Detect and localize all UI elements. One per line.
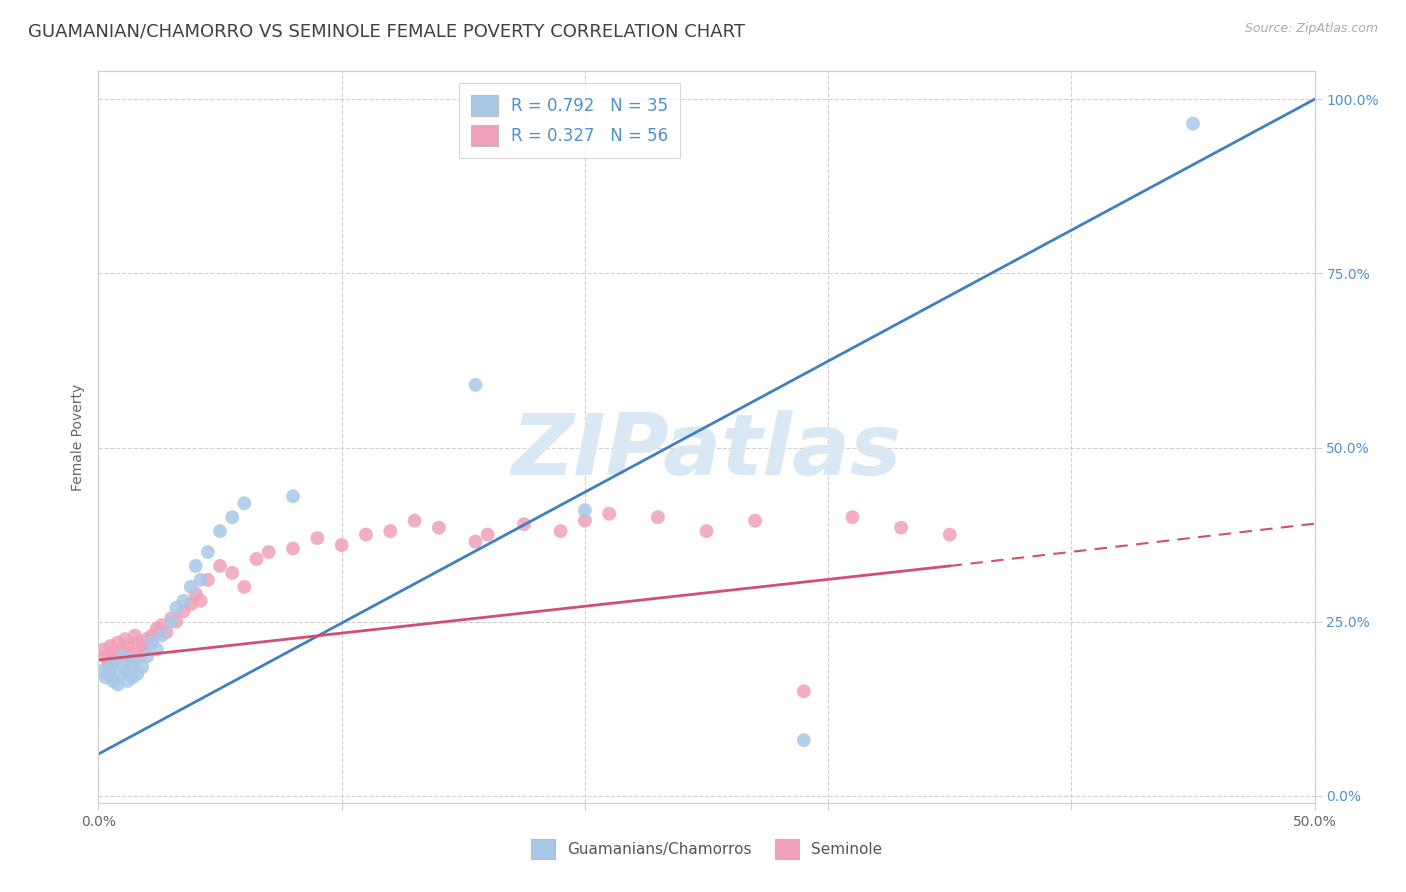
Point xyxy=(233,580,256,594)
Point xyxy=(380,524,402,538)
Point xyxy=(136,632,159,646)
Point xyxy=(118,646,141,660)
Point xyxy=(477,527,499,541)
Point xyxy=(173,594,195,608)
Point xyxy=(104,657,127,671)
Point xyxy=(165,600,187,615)
Point xyxy=(97,667,120,681)
Point xyxy=(180,580,202,594)
Point xyxy=(114,664,136,678)
Point xyxy=(150,618,173,632)
Point xyxy=(141,629,163,643)
Point xyxy=(97,657,120,671)
Point xyxy=(939,527,962,541)
Point xyxy=(114,632,136,646)
Point xyxy=(184,587,207,601)
Point xyxy=(111,649,134,664)
Point xyxy=(307,531,329,545)
Point xyxy=(404,514,426,528)
Point xyxy=(94,670,117,684)
Point xyxy=(107,635,129,649)
Point xyxy=(155,625,177,640)
Point xyxy=(793,733,815,747)
Point xyxy=(330,538,353,552)
Text: Source: ZipAtlas.com: Source: ZipAtlas.com xyxy=(1244,22,1378,36)
Point xyxy=(647,510,669,524)
Point xyxy=(209,558,232,573)
Point xyxy=(111,649,134,664)
Point xyxy=(160,615,183,629)
Point xyxy=(150,629,173,643)
Point xyxy=(141,635,163,649)
Point xyxy=(117,639,139,653)
Point xyxy=(128,649,150,664)
Point xyxy=(1182,117,1205,131)
Point xyxy=(245,552,267,566)
Point xyxy=(209,524,232,538)
Point xyxy=(100,660,122,674)
Point xyxy=(221,510,243,524)
Point xyxy=(574,503,596,517)
Point xyxy=(190,573,212,587)
Point xyxy=(148,625,170,640)
Point xyxy=(146,642,169,657)
Point xyxy=(257,545,280,559)
Text: GUAMANIAN/CHAMORRO VS SEMINOLE FEMALE POVERTY CORRELATION CHART: GUAMANIAN/CHAMORRO VS SEMINOLE FEMALE PO… xyxy=(28,22,745,40)
Point xyxy=(110,667,132,681)
Point xyxy=(427,521,450,535)
Point xyxy=(550,524,572,538)
Point xyxy=(793,684,815,698)
Point xyxy=(121,670,143,684)
Point xyxy=(136,649,159,664)
Point xyxy=(131,639,153,653)
Point xyxy=(91,664,114,678)
Text: ZIPatlas: ZIPatlas xyxy=(512,410,901,493)
Point xyxy=(190,594,212,608)
Point xyxy=(841,510,863,524)
Point xyxy=(744,514,766,528)
Point xyxy=(197,545,219,559)
Legend: Guamanians/Chamorros, Seminole: Guamanians/Chamorros, Seminole xyxy=(524,833,889,864)
Point xyxy=(117,673,139,688)
Point xyxy=(131,660,153,674)
Point xyxy=(160,611,183,625)
Point xyxy=(124,653,146,667)
Point xyxy=(184,558,207,573)
Point xyxy=(574,514,596,528)
Point xyxy=(233,496,256,510)
Point xyxy=(354,527,377,541)
Point xyxy=(197,573,219,587)
Point xyxy=(281,541,304,556)
Point xyxy=(464,377,486,392)
Point xyxy=(127,667,149,681)
Point xyxy=(110,642,132,657)
Point xyxy=(146,622,169,636)
Point xyxy=(124,629,146,643)
Point xyxy=(173,604,195,618)
Point xyxy=(127,635,149,649)
Point xyxy=(101,646,124,660)
Point xyxy=(134,642,156,657)
Point xyxy=(121,653,143,667)
Point xyxy=(100,639,122,653)
Point xyxy=(696,524,718,538)
Point xyxy=(598,507,620,521)
Point xyxy=(180,597,202,611)
Point xyxy=(118,660,141,674)
Point xyxy=(104,653,127,667)
Point xyxy=(221,566,243,580)
Point xyxy=(101,673,124,688)
Point xyxy=(94,649,117,664)
Point xyxy=(281,489,304,503)
Point xyxy=(91,642,114,657)
Point xyxy=(464,534,486,549)
Point xyxy=(107,677,129,691)
Point xyxy=(165,615,187,629)
Point xyxy=(890,521,912,535)
Point xyxy=(513,517,536,532)
Y-axis label: Female Poverty: Female Poverty xyxy=(72,384,86,491)
